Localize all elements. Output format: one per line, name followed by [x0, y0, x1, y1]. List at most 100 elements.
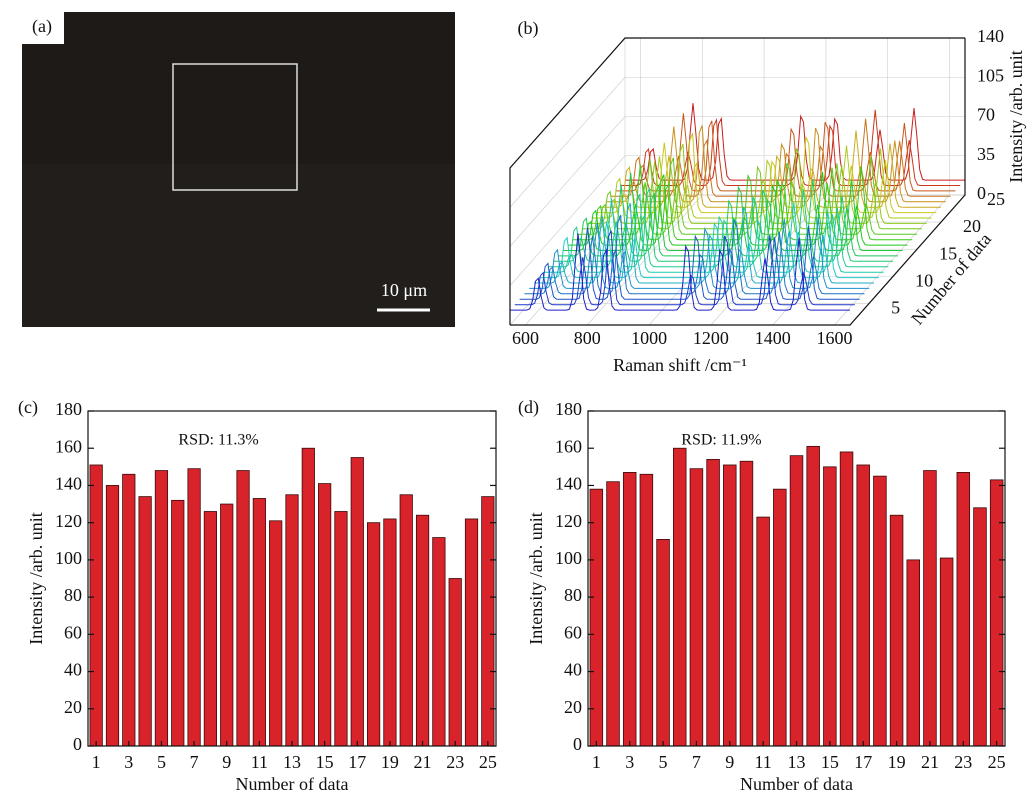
y-axis-label: Intensity /arb. unit: [526, 512, 546, 644]
bar: [856, 464, 870, 747]
z-tick-label: 0: [977, 183, 986, 203]
bar: [220, 503, 234, 747]
bar: [939, 557, 954, 747]
x-axis-label: Number of data: [236, 774, 349, 794]
bar: [589, 488, 604, 747]
bar: [350, 457, 364, 747]
x-tick-label: 11: [251, 752, 268, 772]
z-side-grid: [509, 116, 626, 247]
bar: [923, 470, 937, 747]
bar: [973, 507, 987, 747]
panel-label: (d): [518, 397, 539, 418]
label-box: [22, 12, 64, 44]
bar: [252, 498, 266, 747]
x-tick-label: 9: [725, 752, 734, 772]
bar: [383, 518, 397, 747]
y-tick-label: 180: [555, 399, 582, 419]
x-tick-label: 25: [479, 752, 497, 772]
bar: [639, 473, 654, 747]
bar: [399, 494, 413, 747]
x-tick-label: 15: [821, 752, 839, 772]
bar: [105, 485, 120, 747]
bar: [989, 479, 1004, 747]
y-tick-label: 60: [564, 622, 582, 642]
box-edges: [509, 37, 966, 326]
x-tick-label: 23: [954, 752, 972, 772]
annotation: RSD: 11.3%: [178, 432, 258, 449]
x-axis-label: Raman shift /cm⁻¹: [613, 355, 747, 375]
plot-frame: [587, 410, 1006, 747]
panel-label: (c): [18, 397, 38, 418]
bar: [723, 464, 737, 747]
x-tick-label: 23: [446, 752, 464, 772]
bar: [415, 514, 430, 747]
y-axis-label: Intensity /arb. unit: [26, 512, 46, 644]
y-tick-label: 20: [963, 216, 981, 236]
bar: [318, 483, 332, 747]
y-tick-label: 10: [915, 270, 933, 290]
bar: [689, 468, 704, 747]
bar: [448, 578, 462, 747]
bar: [154, 470, 169, 747]
y-tick-label: 100: [555, 548, 582, 568]
x-tick-label: 15: [316, 752, 334, 772]
bar: [334, 511, 348, 747]
bar: [203, 511, 218, 747]
plot-frame: [87, 410, 497, 747]
panel-label: (a): [32, 16, 52, 37]
bar: [464, 518, 479, 747]
x-tick-label: 21: [921, 752, 939, 772]
bar: [706, 458, 720, 747]
y-tick-label: 15: [939, 243, 957, 263]
bar: [889, 514, 904, 747]
bar: [873, 475, 887, 747]
bar: [285, 494, 299, 747]
bar: [622, 472, 637, 747]
micrograph-upper: [22, 12, 455, 164]
x-tick-label: 13: [788, 752, 806, 772]
y-tick-label: 0: [73, 734, 82, 754]
x-tick-label: 5: [659, 752, 668, 772]
x-tick-label: 9: [222, 752, 231, 772]
y-tick-label: 25: [987, 189, 1005, 209]
bar: [138, 496, 152, 747]
y-tick-label: 40: [64, 660, 82, 680]
x-axis-label: Number of data: [740, 774, 853, 794]
x-tick-label: 19: [381, 752, 399, 772]
x-tick-label: 1: [92, 752, 101, 772]
bar: [301, 447, 315, 747]
z-tick-label: 35: [977, 144, 995, 164]
x-tick-label: 25: [988, 752, 1006, 772]
y-tick-label: 80: [564, 585, 582, 605]
bar: [122, 473, 136, 747]
selection-box: [172, 63, 298, 191]
x-tick-label: 3: [625, 752, 634, 772]
bar: [606, 481, 620, 747]
x-tick-label: 11: [754, 752, 771, 772]
bar: [432, 537, 446, 747]
bar: [839, 451, 854, 747]
y-tick-label: 20: [64, 697, 82, 717]
bar: [187, 468, 201, 747]
bar: [906, 559, 920, 747]
x-tick-label: 600: [512, 328, 539, 348]
bar: [739, 460, 754, 747]
y-tick-label: 160: [555, 436, 582, 456]
z-tick-label: 70: [977, 105, 995, 125]
z-side-grid: [509, 77, 626, 208]
x-tick-label: 1600: [817, 328, 853, 348]
spectrum-decoration: [510, 233, 850, 311]
bar: [366, 522, 381, 747]
y-tick-label: 80: [64, 585, 82, 605]
x-tick-label: 1200: [693, 328, 729, 348]
y-tick-label: 60: [64, 622, 82, 642]
y-tick-label: 140: [555, 474, 582, 494]
x-tick-label: 800: [574, 328, 601, 348]
y-tick-label: 140: [55, 474, 82, 494]
x-tick-label: 3: [124, 752, 133, 772]
z-side-grid: [509, 155, 626, 286]
y-tick-label: 40: [564, 660, 582, 680]
y-tick-label: 20: [564, 697, 582, 717]
bar: [773, 488, 787, 747]
bar: [756, 516, 770, 747]
